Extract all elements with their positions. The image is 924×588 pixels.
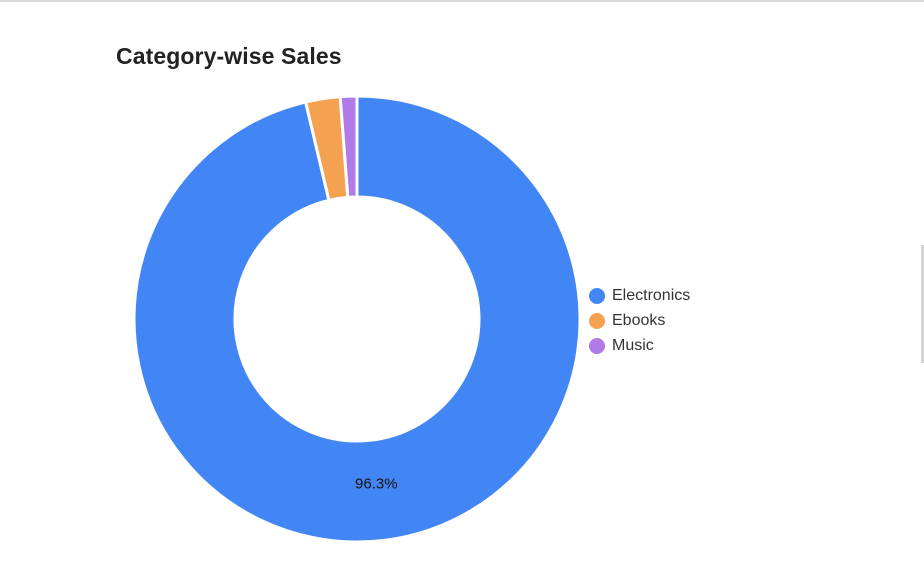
legend-swatch-music (589, 338, 605, 354)
legend-swatch-electronics (589, 288, 605, 304)
legend-label-music: Music (612, 337, 654, 355)
chart-legend: Electronics Ebooks Music (589, 283, 690, 358)
slice-label-electronics: 96.3% (355, 475, 398, 492)
legend-swatch-ebooks (589, 313, 605, 329)
legend-label-electronics: Electronics (612, 287, 690, 305)
legend-item-electronics[interactable]: Electronics (589, 283, 690, 308)
legend-item-ebooks[interactable]: Ebooks (589, 308, 690, 333)
legend-item-music[interactable]: Music (589, 333, 690, 358)
legend-label-ebooks: Ebooks (612, 312, 665, 330)
